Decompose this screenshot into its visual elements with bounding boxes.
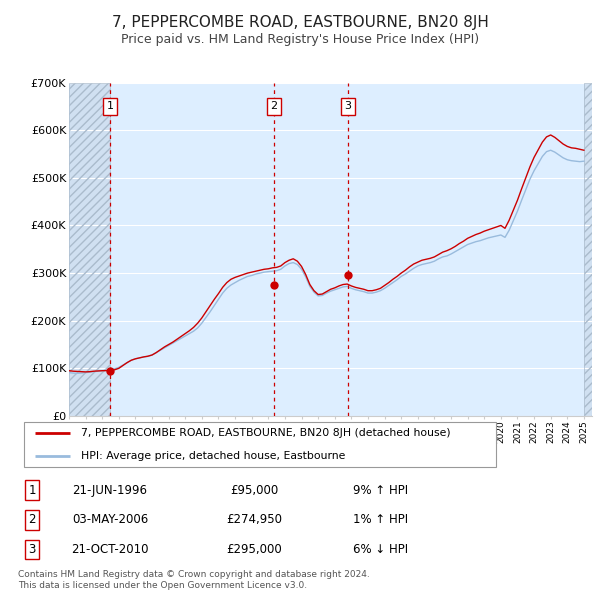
- Text: 9% ↑ HPI: 9% ↑ HPI: [353, 484, 408, 497]
- Bar: [584, 83, 592, 416]
- Text: Contains HM Land Registry data © Crown copyright and database right 2024.: Contains HM Land Registry data © Crown c…: [18, 571, 370, 579]
- Text: Price paid vs. HM Land Registry's House Price Index (HPI): Price paid vs. HM Land Registry's House …: [121, 33, 479, 46]
- Bar: [69, 83, 110, 416]
- Text: £274,950: £274,950: [226, 513, 282, 526]
- Text: 6% ↓ HPI: 6% ↓ HPI: [353, 543, 408, 556]
- Text: 21-JUN-1996: 21-JUN-1996: [73, 484, 148, 497]
- Text: 21-OCT-2010: 21-OCT-2010: [71, 543, 149, 556]
- Text: This data is licensed under the Open Government Licence v3.0.: This data is licensed under the Open Gov…: [18, 581, 307, 590]
- Text: HPI: Average price, detached house, Eastbourne: HPI: Average price, detached house, East…: [81, 451, 346, 461]
- Text: 1% ↑ HPI: 1% ↑ HPI: [353, 513, 408, 526]
- Text: 3: 3: [28, 543, 36, 556]
- FancyBboxPatch shape: [23, 422, 496, 467]
- Text: £95,000: £95,000: [230, 484, 278, 497]
- Bar: [584, 83, 592, 416]
- Text: 2: 2: [271, 101, 278, 112]
- Bar: [69, 83, 110, 416]
- Text: 2: 2: [28, 513, 36, 526]
- Text: 1: 1: [107, 101, 113, 112]
- Text: 1: 1: [28, 484, 36, 497]
- Text: 7, PEPPERCOMBE ROAD, EASTBOURNE, BN20 8JH (detached house): 7, PEPPERCOMBE ROAD, EASTBOURNE, BN20 8J…: [81, 428, 451, 438]
- Text: 7, PEPPERCOMBE ROAD, EASTBOURNE, BN20 8JH: 7, PEPPERCOMBE ROAD, EASTBOURNE, BN20 8J…: [112, 15, 488, 30]
- Text: 03-MAY-2006: 03-MAY-2006: [72, 513, 148, 526]
- Text: £295,000: £295,000: [226, 543, 282, 556]
- Text: 3: 3: [344, 101, 352, 112]
- Bar: [69, 83, 110, 416]
